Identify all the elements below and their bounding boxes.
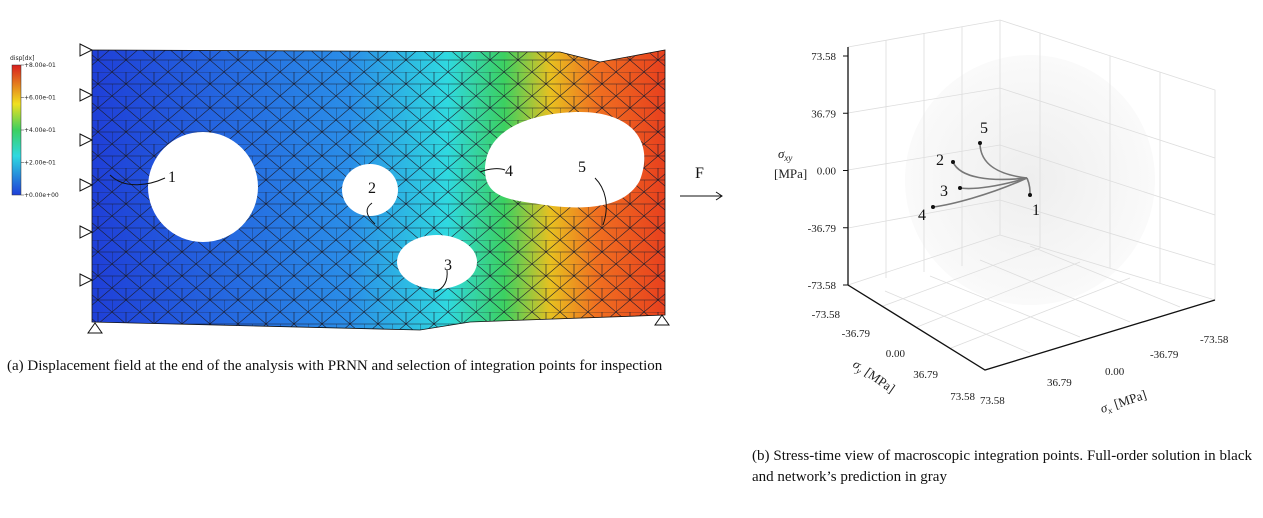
y-tick-label: 73.58 [950, 391, 975, 403]
z-tick-label: 73.58 [811, 51, 836, 63]
x-tick-label: -73.58 [1200, 334, 1229, 346]
x-axis-label: σx[MPa] [1098, 387, 1149, 418]
y-axis-label: σy[MPa] [849, 356, 898, 397]
caption-a: (a) Displacement field at the end of the… [7, 358, 663, 374]
axis-symbol: σ [778, 146, 785, 161]
axis-symbol: σ [1098, 399, 1109, 415]
x-tick-label: 0.00 [1105, 366, 1125, 378]
curve-label: 4 [918, 207, 926, 224]
curve-label: 3 [940, 183, 948, 200]
colorbar-label: +4.00e-01 [24, 127, 56, 134]
z-tick-label: -36.79 [808, 223, 837, 235]
point-label: 2 [368, 180, 376, 197]
z-axis-label: σxy [MPa] [774, 146, 807, 181]
colorbar-label: +8.00e-01 [24, 62, 56, 69]
force-label: F [695, 165, 704, 182]
colorbar-title: disp[dx] [10, 55, 34, 62]
colorbar-label: +0.00e+00 [24, 192, 59, 199]
axis-subscript: x [1106, 405, 1114, 416]
x-tick-label: 36.79 [1047, 377, 1072, 389]
curve-label: 5 [980, 120, 988, 137]
z-tick-label: -73.58 [808, 280, 837, 292]
y-tick-label: -36.79 [842, 328, 871, 340]
stress-plot: 73.5836.790.00-36.79-73.58-73.58-36.790.… [774, 19, 1229, 418]
x-tick-label: 73.58 [980, 395, 1005, 407]
colorbar-label: +2.00e-01 [24, 160, 56, 167]
z-tick-label: 36.79 [811, 108, 836, 120]
axis-unit: [MPa] [1112, 387, 1148, 412]
mesh-panel: disp[dx] +8.00e-01 +6.00e-01 +4.00e-01 +2.0… [10, 43, 723, 334]
axis-unit: [MPa] [862, 364, 898, 395]
caption-b: (b) Stress-time view of macroscopic inte… [752, 448, 1252, 485]
point-label: 1 [168, 169, 176, 186]
x-tick-label: -36.79 [1150, 349, 1179, 361]
y-tick-label: -73.58 [812, 309, 841, 321]
curve-label: 2 [936, 152, 944, 169]
axis-subscript: xy [783, 153, 792, 163]
point-label: 4 [505, 163, 513, 180]
colorbar-label: +6.00e-01 [24, 95, 56, 102]
y-tick-label: 0.00 [886, 348, 906, 360]
curve-label: 1 [1032, 202, 1040, 219]
axis-subscript: y [854, 365, 864, 376]
point-label: 3 [444, 257, 452, 274]
axis-unit: [MPa] [774, 166, 807, 181]
y-tick-label: 36.79 [913, 369, 938, 381]
z-tick-label: 0.00 [817, 166, 837, 178]
point-label: 5 [578, 159, 586, 176]
